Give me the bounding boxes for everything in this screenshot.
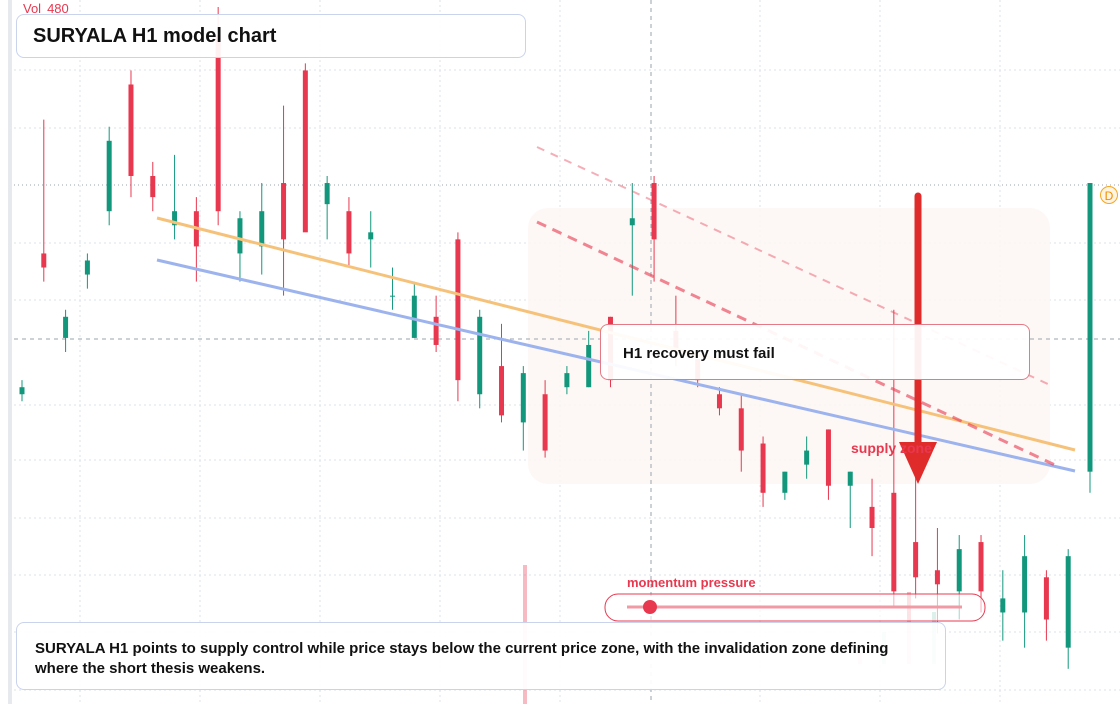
candle-body [891, 492, 897, 592]
candle-body [934, 570, 940, 585]
candle-body [499, 366, 505, 416]
candle-body [215, 35, 221, 212]
candle-body [782, 471, 788, 493]
candle-body [259, 211, 265, 247]
candle-body [760, 443, 766, 493]
candle-body [586, 344, 592, 388]
annotation: H1 recovery must fail [600, 324, 1030, 380]
candle-body [1087, 183, 1093, 472]
candle-body [302, 70, 308, 233]
candle-body [455, 239, 461, 381]
candle-body [368, 232, 374, 240]
candle-body [804, 450, 810, 465]
candle-body [738, 408, 744, 451]
candle-body [716, 394, 722, 409]
candle-body [520, 373, 526, 423]
volume-value: 480 [47, 1, 69, 16]
candle-body [956, 549, 962, 592]
candle-body [433, 316, 439, 345]
candle-body [84, 260, 90, 275]
candle-body [913, 542, 919, 578]
zone-label: supply zone [851, 440, 932, 456]
candle-body [324, 183, 330, 205]
candle-body [1043, 577, 1049, 620]
candle-body [869, 506, 875, 528]
candle-body [978, 542, 984, 592]
candle-body [564, 373, 570, 388]
arrow-head [899, 442, 937, 484]
candle-body [346, 211, 352, 254]
candle-body [237, 218, 243, 254]
candle-body [281, 183, 287, 240]
candle-body [1000, 598, 1006, 613]
candle-body [847, 471, 853, 486]
trend-line [536, 220, 1056, 467]
caption: SURYALA H1 points to supply control whil… [16, 622, 946, 690]
candle-body [150, 176, 156, 198]
candle-body [825, 429, 831, 486]
candle-body [19, 387, 25, 395]
candle-body [172, 211, 178, 226]
volume-readout: Vol 480 [23, 1, 69, 16]
candle-body [1022, 556, 1028, 613]
candle-body [128, 84, 134, 176]
candle-body [106, 140, 112, 212]
candle-body [63, 316, 69, 338]
volume-label: Vol [23, 1, 42, 16]
candle-body [542, 394, 548, 451]
candle-body [41, 253, 47, 268]
pressure-knob [643, 600, 657, 614]
candle-body [411, 295, 417, 338]
candle-body [651, 183, 657, 240]
candle-body [390, 295, 396, 297]
candle-body [629, 218, 635, 226]
badge: D [1100, 186, 1118, 204]
chart-title: SURYALA H1 model chart [16, 14, 526, 58]
candle-body [1065, 556, 1071, 648]
pressure-label: momentum pressure [627, 575, 756, 590]
candle-body [477, 316, 483, 395]
